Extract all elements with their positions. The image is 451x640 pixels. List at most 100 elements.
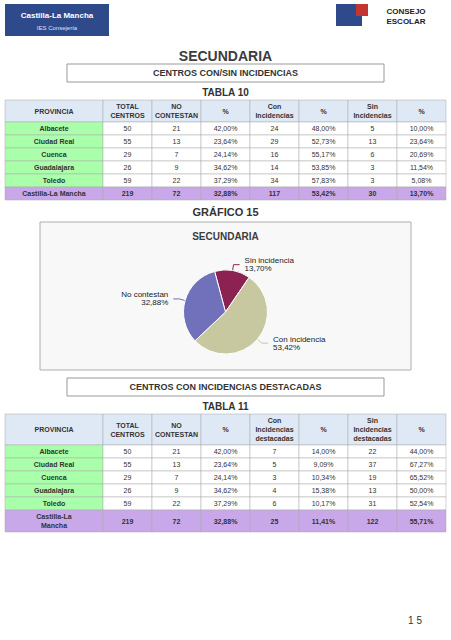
svg-text:13,70%: 13,70% [245, 264, 272, 273]
svg-text:23,64%: 23,64% [214, 461, 238, 468]
svg-text:11,54%: 11,54% [410, 164, 433, 171]
svg-text:13: 13 [173, 461, 181, 468]
svg-text:5: 5 [371, 125, 375, 132]
svg-text:Guadalajara: Guadalajara [34, 164, 74, 172]
svg-text:30: 30 [369, 190, 377, 197]
svg-text:Albacete: Albacete [39, 125, 68, 132]
svg-text:50: 50 [124, 125, 132, 132]
svg-text:32,88%: 32,88% [141, 298, 168, 307]
svg-text:IES Consejería: IES Consejería [37, 25, 78, 31]
svg-text:24,14%: 24,14% [214, 474, 238, 481]
svg-text:57,83%: 57,83% [312, 177, 336, 184]
svg-text:53,42%: 53,42% [273, 343, 300, 352]
svg-text:PROVINCIA: PROVINCIA [35, 426, 74, 433]
svg-text:%: % [222, 426, 229, 433]
svg-text:SECUNDARIA: SECUNDARIA [192, 231, 259, 242]
svg-text:5,08%: 5,08% [412, 177, 432, 184]
svg-text:59: 59 [124, 500, 132, 507]
svg-text:Toledo: Toledo [43, 177, 65, 184]
svg-text:10,34%: 10,34% [312, 474, 336, 481]
svg-text:Mancha: Mancha [41, 522, 67, 529]
svg-text:32,88%: 32,88% [214, 190, 239, 198]
svg-text:9,09%: 9,09% [314, 461, 334, 468]
svg-text:10,00%: 10,00% [410, 125, 434, 132]
svg-text:CONTESTAN: CONTESTAN [155, 112, 198, 119]
svg-text:Sin: Sin [367, 103, 378, 110]
svg-text:Castilla-La Mancha: Castilla-La Mancha [22, 190, 86, 197]
svg-text:11,41%: 11,41% [312, 518, 336, 526]
svg-text:13,70%: 13,70% [410, 190, 435, 198]
svg-text:25: 25 [271, 518, 279, 525]
svg-text:Con: Con [268, 103, 282, 110]
svg-text:52,54%: 52,54% [410, 500, 434, 507]
svg-text:Cuenca: Cuenca [41, 151, 66, 158]
svg-text:72: 72 [173, 190, 181, 197]
svg-text:Incidencias: Incidencias [353, 112, 391, 119]
svg-text:destacadas: destacadas [255, 435, 293, 442]
svg-text:24: 24 [271, 125, 279, 132]
svg-text:22: 22 [369, 448, 377, 455]
svg-text:%: % [418, 108, 425, 115]
svg-text:6: 6 [273, 500, 277, 507]
svg-text:117: 117 [269, 190, 280, 197]
svg-text:%: % [320, 426, 327, 433]
svg-text:5: 5 [273, 461, 277, 468]
svg-text:6: 6 [371, 151, 375, 158]
svg-text:10,17%: 10,17% [312, 500, 336, 507]
svg-text:42,00%: 42,00% [214, 125, 238, 132]
svg-text:CENTROS: CENTROS [110, 431, 145, 438]
svg-text:34,62%: 34,62% [214, 164, 238, 171]
svg-text:34,62%: 34,62% [214, 487, 238, 494]
svg-text:Cuenca: Cuenca [41, 474, 66, 481]
svg-text:37,29%: 37,29% [214, 177, 238, 184]
svg-text:16: 16 [271, 151, 279, 158]
svg-text:Incidencias: Incidencias [255, 426, 293, 433]
svg-text:Ciudad Real: Ciudad Real [34, 461, 75, 468]
svg-text:50: 50 [124, 448, 132, 455]
svg-text:34: 34 [271, 177, 279, 184]
svg-text:32,88%: 32,88% [214, 518, 239, 526]
svg-text:14,00%: 14,00% [312, 448, 336, 455]
svg-text:219: 219 [122, 518, 134, 525]
svg-text:Ciudad Real: Ciudad Real [34, 138, 75, 145]
svg-text:20,69%: 20,69% [410, 151, 434, 158]
svg-text:NO: NO [171, 103, 182, 110]
svg-text:3: 3 [371, 177, 375, 184]
svg-text:%: % [418, 426, 425, 433]
svg-text:26: 26 [124, 164, 132, 171]
svg-text:42,00%: 42,00% [214, 448, 238, 455]
svg-text:13: 13 [369, 487, 377, 494]
svg-text:CENTROS: CENTROS [110, 112, 145, 119]
svg-text:55: 55 [124, 138, 132, 145]
svg-text:44,00%: 44,00% [410, 448, 434, 455]
svg-text:1 5: 1 5 [408, 615, 422, 626]
svg-text:55: 55 [124, 461, 132, 468]
svg-text:3: 3 [371, 164, 375, 171]
svg-text:55,71%: 55,71% [410, 518, 435, 526]
svg-text:52,73%: 52,73% [312, 138, 336, 145]
svg-text:15,38%: 15,38% [312, 487, 336, 494]
svg-text:13: 13 [369, 138, 377, 145]
svg-text:50,00%: 50,00% [410, 487, 434, 494]
svg-text:Albacete: Albacete [39, 448, 68, 455]
svg-text:ESCOLAR: ESCOLAR [386, 17, 425, 26]
svg-text:219: 219 [122, 190, 134, 197]
svg-text:Guadalajara: Guadalajara [34, 487, 74, 495]
svg-text:Sin: Sin [367, 417, 378, 424]
svg-text:CONSEJO: CONSEJO [386, 7, 425, 16]
svg-text:Castilla-La: Castilla-La [36, 513, 72, 520]
svg-text:7: 7 [175, 151, 179, 158]
svg-text:23,64%: 23,64% [410, 138, 434, 145]
svg-text:22: 22 [173, 500, 181, 507]
svg-text:4: 4 [273, 487, 277, 494]
svg-text:48,00%: 48,00% [312, 125, 336, 132]
svg-text:Con: Con [268, 417, 282, 424]
svg-text:55,17%: 55,17% [312, 151, 336, 158]
svg-text:21: 21 [173, 125, 181, 132]
svg-text:14: 14 [271, 164, 279, 171]
svg-text:Toledo: Toledo [43, 500, 65, 507]
svg-text:TABLA 11: TABLA 11 [202, 401, 249, 412]
svg-text:13: 13 [173, 138, 181, 145]
svg-text:29: 29 [271, 138, 279, 145]
svg-text:37,29%: 37,29% [214, 500, 238, 507]
